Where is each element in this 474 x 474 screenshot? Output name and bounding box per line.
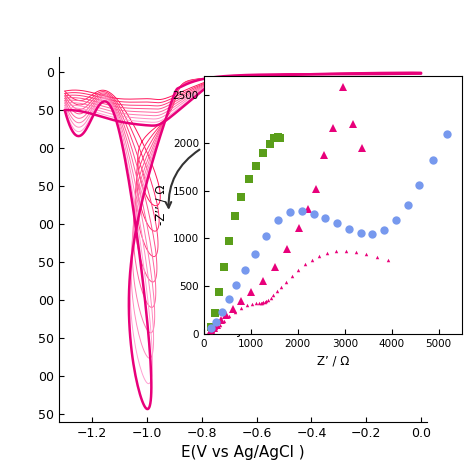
- Text: 1$^{st}$ cycle: 1$^{st}$ cycle: [207, 321, 264, 339]
- Y-axis label: -Z’’ / Ω: -Z’’ / Ω: [154, 185, 167, 225]
- X-axis label: E(V vs Ag/AgCl ): E(V vs Ag/AgCl ): [181, 445, 305, 460]
- X-axis label: Z’ / Ω: Z’ / Ω: [317, 355, 349, 367]
